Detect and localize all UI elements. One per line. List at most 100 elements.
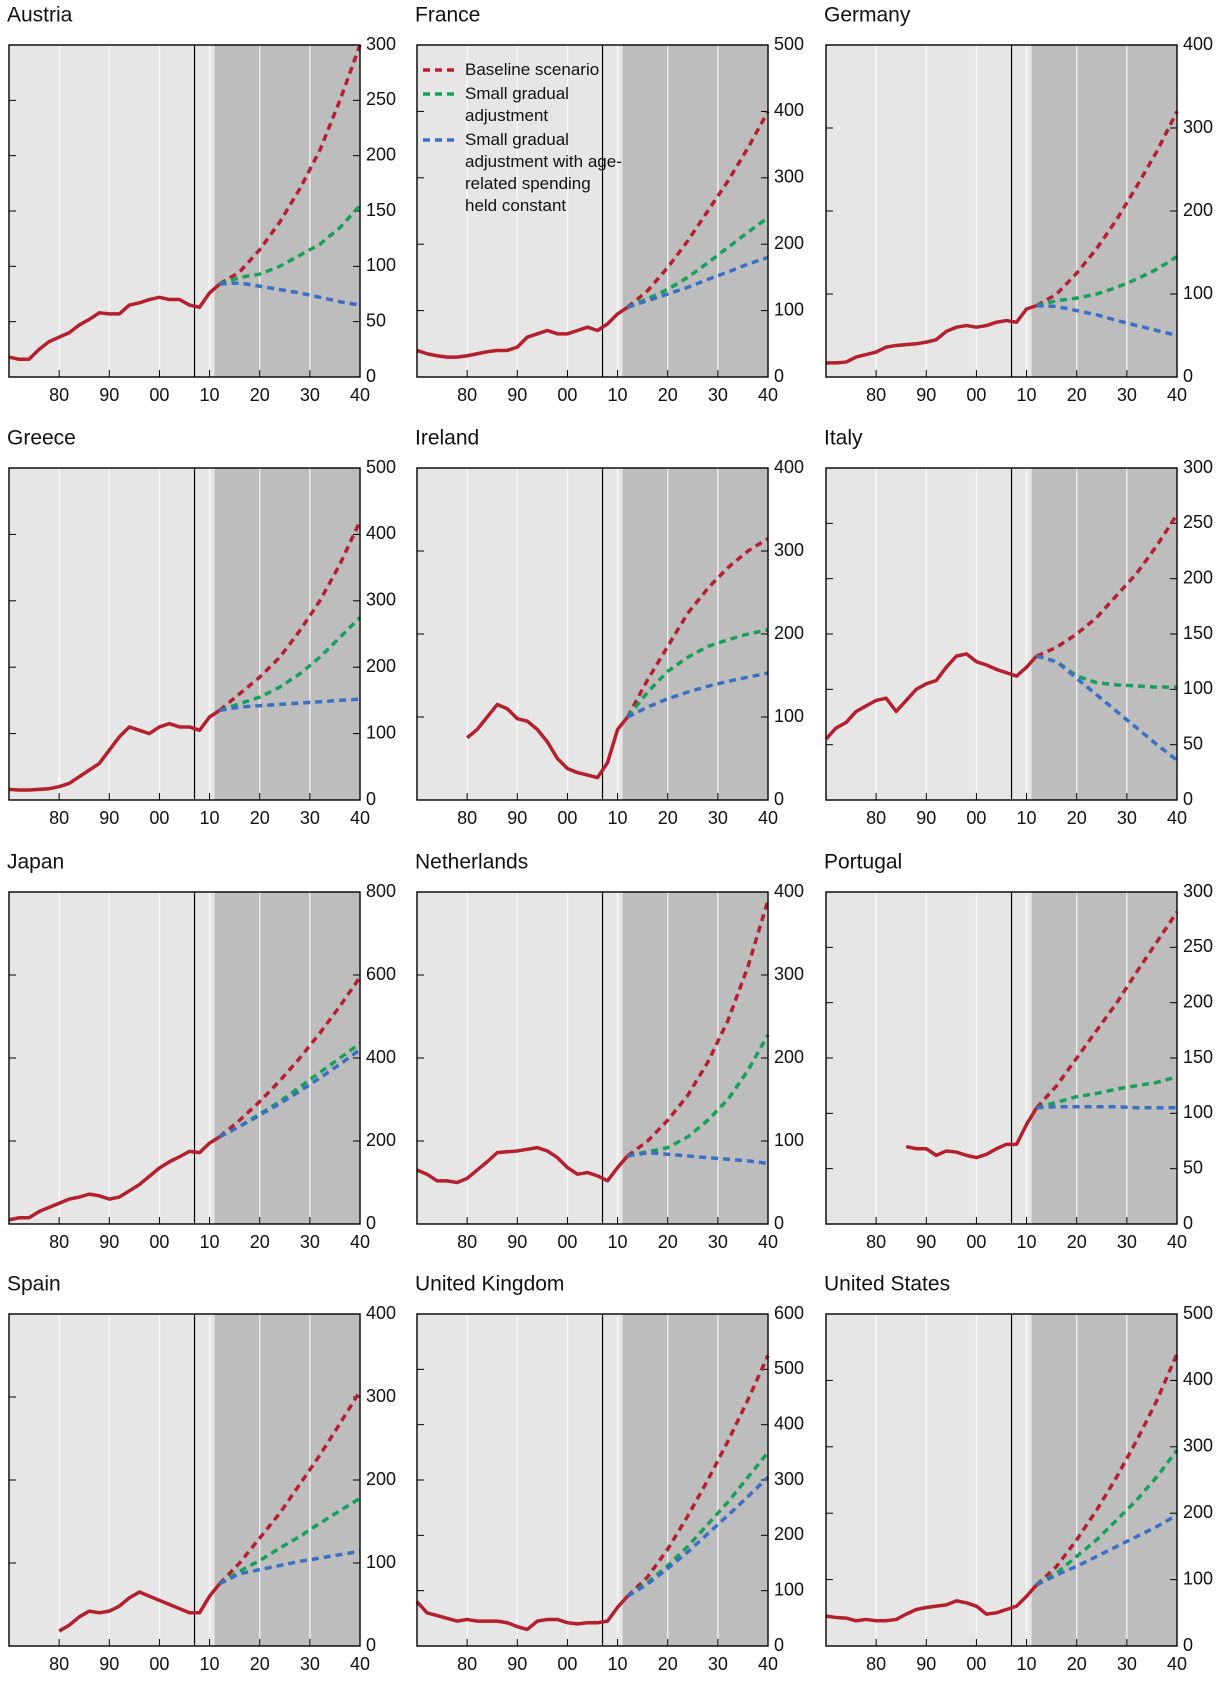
y-tick-label: 400 (1183, 1369, 1213, 1389)
plot-frame (825, 467, 1178, 801)
series-line (8, 708, 221, 792)
panel: Greece 80 90 00 10 20 30 400 100 200 300 400 500 (7, 427, 396, 828)
x-tick-label: 20 (658, 385, 678, 405)
plot-frame (416, 891, 769, 1225)
series-line (1035, 1513, 1178, 1587)
series-line (626, 671, 769, 719)
y-tick-label: 100 (774, 1579, 804, 1599)
panel-title: United Kingdom (415, 1273, 564, 1296)
y-tick-label: 100 (1183, 283, 1213, 303)
y-tick-label: 300 (774, 540, 804, 560)
x-tick-label: 40 (350, 385, 370, 405)
y-tick-label: 250 (366, 89, 396, 109)
projection-shade (622, 1314, 768, 1646)
panel: Ireland 80 90 00 10 20 30 400 100 200 300 400 (415, 427, 804, 828)
series-line (218, 1496, 361, 1586)
projection-shade (622, 45, 768, 377)
series-line (8, 282, 221, 362)
y-tick-label: 200 (366, 656, 396, 676)
x-tick-label: 30 (1117, 1654, 1137, 1674)
y-tick-label: 200 (774, 623, 804, 643)
y-tick-label: 400 (774, 1413, 804, 1433)
y-tick-label: 100 (1183, 1102, 1213, 1122)
x-tick-label: 10 (608, 1654, 628, 1674)
y-tick-label: 0 (366, 789, 376, 809)
series-line (218, 44, 362, 286)
series-line (1035, 1449, 1179, 1587)
y-tick-label: 0 (366, 1213, 376, 1233)
y-tick-label: 100 (366, 722, 396, 742)
y-tick-label: 300 (1183, 457, 1213, 477)
panel: Germany 80 90 00 10 20 30 400 100 200 300 400 (824, 4, 1213, 405)
projection-shade (214, 1314, 360, 1646)
series-line (825, 1583, 1038, 1623)
x-tick-label: 40 (758, 1232, 778, 1252)
y-tick-label: 200 (774, 1524, 804, 1544)
series-line (219, 616, 362, 713)
panel-title: Netherlands (415, 851, 528, 874)
series-line (1036, 1075, 1178, 1110)
y-tick-label: 100 (1183, 1568, 1213, 1588)
y-tick-label: 300 (366, 34, 396, 54)
legend-label: Small gradual adjustment (465, 84, 569, 125)
x-tick-label: 00 (557, 1232, 577, 1252)
panel-title: Spain (7, 1273, 61, 1296)
x-tick-label: 30 (1117, 385, 1137, 405)
x-tick-label: 10 (1017, 808, 1037, 828)
panel-title: Greece (7, 427, 76, 450)
projection-shade (214, 468, 360, 800)
x-tick-label: 90 (99, 1654, 119, 1674)
series-line (627, 1033, 770, 1158)
plot-frame (416, 467, 769, 801)
x-tick-label: 80 (866, 1654, 886, 1674)
series-line (626, 216, 770, 309)
y-tick-label: 400 (366, 1303, 396, 1323)
plot-frame (8, 467, 361, 801)
x-tick-label: 20 (658, 1232, 678, 1252)
y-tick-label: 300 (774, 1469, 804, 1489)
plot-frame (8, 1313, 361, 1647)
plot-frame (416, 44, 769, 378)
y-tick-label: 0 (366, 366, 376, 386)
legend: Baseline scenario Small gradual adjustmen… (423, 59, 623, 215)
y-tick-label: 100 (1183, 678, 1213, 698)
y-tick-label: 500 (1183, 1303, 1213, 1323)
x-tick-label: 90 (507, 1232, 527, 1252)
x-tick-label: 30 (300, 385, 320, 405)
panel: Austria 80 90 00 10 20 30 400 50 100 150 200 250 300 (7, 4, 396, 405)
legend-item: Baseline scenario (423, 59, 623, 81)
panel-title: Ireland (415, 427, 479, 450)
y-tick-label: 100 (774, 299, 804, 319)
x-tick-label: 00 (966, 1654, 986, 1674)
plot-frame (825, 1313, 1178, 1647)
y-tick-label: 0 (774, 1213, 784, 1233)
y-tick-label: 150 (1183, 623, 1213, 643)
plot-frame (825, 44, 1178, 378)
x-tick-label: 20 (1067, 808, 1087, 828)
x-tick-label: 10 (608, 808, 628, 828)
x-tick-label: 00 (966, 385, 986, 405)
series-line (219, 204, 362, 286)
x-tick-label: 20 (250, 1232, 270, 1252)
y-tick-label: 150 (366, 200, 396, 220)
y-tick-label: 400 (774, 457, 804, 477)
x-tick-label: 30 (708, 385, 728, 405)
x-tick-label: 40 (1167, 385, 1187, 405)
y-tick-label: 200 (1183, 1502, 1213, 1522)
series-line (626, 628, 769, 719)
x-tick-label: 80 (49, 1654, 69, 1674)
y-tick-label: 300 (1183, 881, 1213, 901)
series-line (1036, 255, 1178, 308)
plot-frame (825, 891, 1178, 1225)
y-tick-label: 400 (774, 100, 804, 120)
x-tick-label: 30 (300, 1232, 320, 1252)
y-tick-label: 0 (1183, 789, 1193, 809)
series-line (416, 1145, 629, 1185)
panel-title: Germany (824, 4, 911, 27)
x-tick-label: 40 (1167, 1232, 1187, 1252)
x-tick-label: 80 (866, 1232, 886, 1252)
projection-shade (1031, 468, 1177, 800)
y-tick-label: 100 (366, 255, 396, 275)
